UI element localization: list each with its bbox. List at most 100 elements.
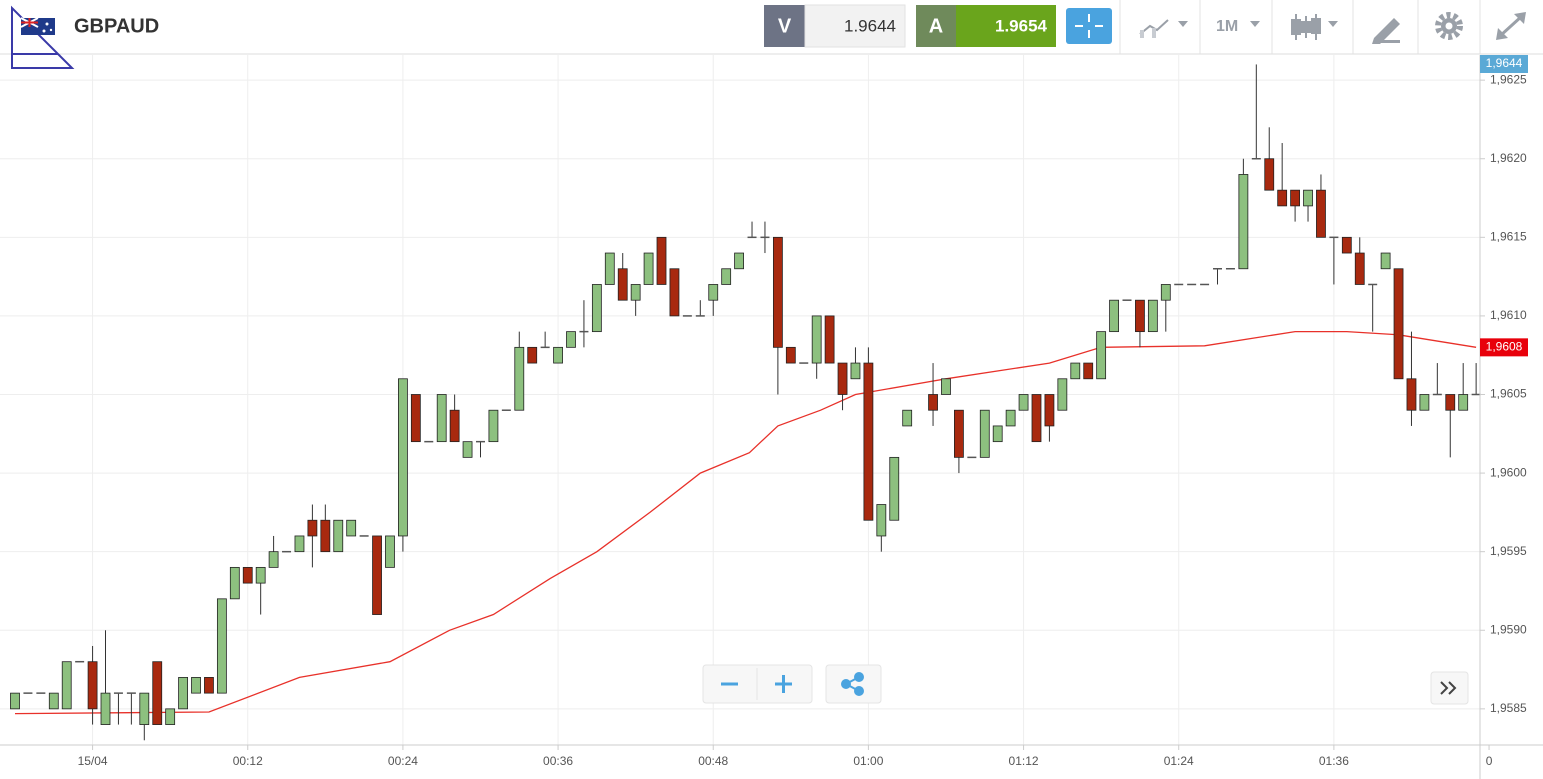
candle-body [178, 677, 188, 710]
sell-button[interactable] [764, 5, 805, 47]
x-tick-label: 00:48 [698, 754, 728, 768]
candle-body [721, 268, 732, 285]
candle-body [954, 409, 964, 458]
candle-body [449, 409, 460, 443]
buy-price-box[interactable] [956, 5, 1056, 47]
share-button[interactable] [825, 664, 882, 704]
candle-body [992, 425, 1003, 443]
candle-body [824, 315, 835, 364]
candle-body [1445, 394, 1456, 411]
draw-tool-button[interactable] [1372, 18, 1400, 44]
timeframe-caret [1250, 21, 1260, 27]
sell-label: V [778, 15, 792, 37]
candle-body [1354, 252, 1365, 285]
price-badge [1480, 55, 1528, 73]
candle-body [1160, 284, 1171, 301]
candle-body [139, 692, 150, 725]
y-tick-label: 1,9605 [1490, 387, 1527, 401]
candle-body [87, 661, 98, 710]
candle-body [320, 519, 331, 553]
price-badge-label: 1,9644 [1486, 56, 1523, 70]
candle-style-button[interactable] [1291, 14, 1338, 40]
chart-type-button[interactable] [1139, 19, 1188, 38]
candle-body [630, 284, 641, 301]
x-tick-label: 15/04 [78, 754, 108, 768]
candle-body [229, 566, 240, 600]
price-badge [1480, 338, 1528, 357]
y-tick-label: 1,9600 [1490, 465, 1527, 479]
x-tick-label: 01:12 [1009, 754, 1039, 768]
buy-price: 1.9654 [995, 16, 1048, 35]
candle-body [1057, 378, 1068, 411]
candle-body [876, 504, 887, 537]
axes: 1,9585 1,9590 1,9595 1,9600 1,9605 1,9610 1,96… [78, 55, 1528, 768]
scroll-end-icon [1440, 681, 1457, 695]
candle-body [604, 252, 615, 285]
candle-body [1419, 394, 1430, 411]
candle-body [1458, 394, 1469, 411]
candle-body [941, 378, 951, 395]
candle-body [527, 346, 538, 364]
y-tick-label: 1,9615 [1490, 229, 1527, 243]
scroll-end-button[interactable] [1430, 671, 1469, 705]
candle-body [902, 409, 913, 427]
candle-body [165, 708, 176, 725]
candle-body [1147, 299, 1158, 333]
x-tick-label: 01:24 [1164, 754, 1194, 768]
candle-body [979, 409, 990, 458]
y-tick-label: 1,9620 [1490, 151, 1527, 165]
candle-body [785, 346, 796, 364]
candle-body [1380, 252, 1391, 270]
candle-body [734, 252, 744, 270]
candle-body [410, 394, 421, 443]
candle-body [1018, 394, 1029, 411]
x-tick-label: 00:36 [543, 754, 573, 768]
candle-body [514, 346, 525, 411]
fullscreen-button[interactable] [1496, 12, 1526, 40]
x-tick-label: 01:00 [853, 754, 883, 768]
candle-body [385, 535, 395, 568]
candle-body [1264, 158, 1275, 191]
candle-body [333, 519, 344, 553]
candle-body [436, 394, 447, 443]
candle-body [863, 362, 874, 521]
x-tick-label: 00:12 [233, 754, 263, 768]
candle-body [1406, 378, 1417, 411]
buy-button[interactable] [916, 5, 956, 47]
candle-body [591, 284, 602, 333]
sell-price-box[interactable] [804, 4, 906, 48]
candle-body [850, 362, 861, 380]
candle-body [1238, 174, 1249, 270]
y-tick-label: 1,9585 [1490, 701, 1527, 715]
timeframe[interactable]: 1M [1216, 18, 1238, 35]
candle-body [1044, 394, 1055, 427]
x-tick-label: 0 [1486, 754, 1493, 768]
candle-body [837, 362, 848, 395]
candle-body [152, 661, 163, 725]
candle-body [656, 236, 667, 285]
y-tick-label: 1,9590 [1490, 622, 1527, 636]
zoom-controls [702, 664, 1469, 705]
candle-body [255, 566, 266, 584]
candle-body [708, 284, 719, 301]
candle-body [1096, 331, 1107, 380]
y-tick-label: 1,9625 [1490, 72, 1527, 86]
symbol: GBPAUD [74, 15, 159, 37]
candle-body [294, 535, 305, 553]
candle-body [772, 236, 783, 348]
y-tick-label: 1,9610 [1490, 308, 1527, 322]
y-tick-label: 1,9595 [1490, 544, 1527, 558]
candle-body [1303, 189, 1313, 207]
x-tick-label: 01:36 [1319, 754, 1349, 768]
candle-body [1393, 268, 1404, 380]
zoom-in-button[interactable] [775, 675, 792, 693]
candle-body [204, 677, 214, 694]
separators [1119, 0, 1481, 54]
candle-body [268, 551, 279, 568]
sell-price: 1.9644 [844, 16, 896, 35]
crosshair-button[interactable] [1066, 8, 1112, 44]
settings-button[interactable] [1435, 12, 1463, 40]
candle-body [462, 441, 473, 458]
candle-body [307, 519, 318, 537]
